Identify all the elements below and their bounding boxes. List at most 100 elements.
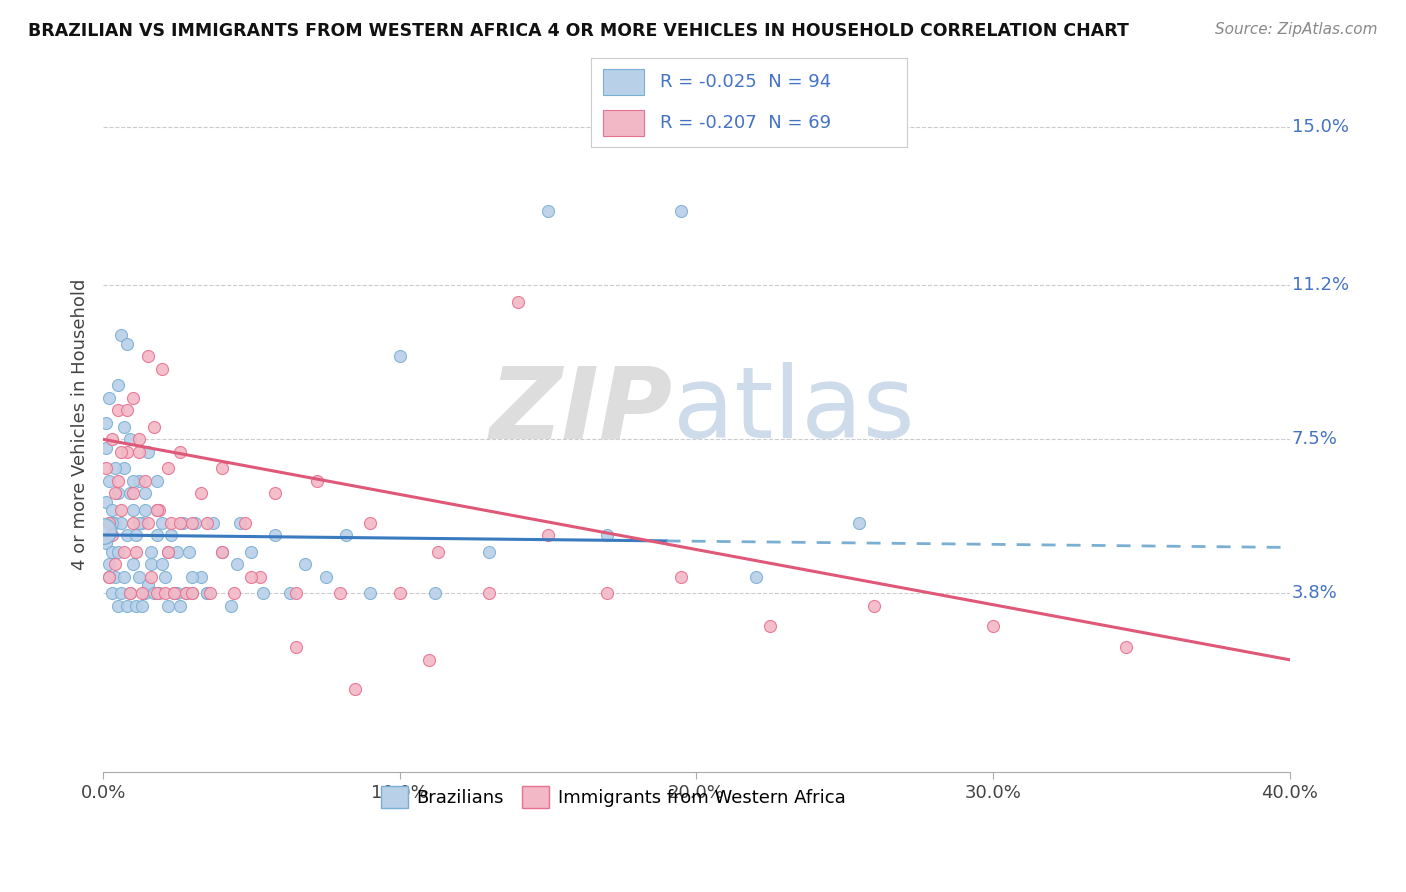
Point [160, 516, 183, 530]
Point [112, 420, 135, 434]
Point [211, 544, 233, 558]
Point [101, 528, 124, 542]
Point [228, 516, 250, 530]
Point [169, 444, 191, 458]
Point [172, 516, 194, 530]
Point [596, 528, 619, 542]
Point [94, 494, 117, 508]
Point [166, 544, 188, 558]
Point [104, 569, 127, 583]
Point [181, 586, 204, 600]
Point [181, 516, 204, 530]
Point [112, 461, 135, 475]
Point [1115, 640, 1137, 655]
Point [142, 420, 165, 434]
Point [139, 569, 162, 583]
Point [264, 486, 287, 500]
Point [848, 516, 870, 530]
Point [174, 586, 197, 600]
Point [478, 544, 501, 558]
Point [179, 544, 201, 558]
Point [121, 503, 143, 517]
Text: 11.2%: 11.2% [1292, 277, 1348, 294]
Point [235, 516, 257, 530]
Text: ZIP: ZIP [489, 362, 672, 459]
Point [596, 586, 619, 600]
Point [184, 516, 207, 530]
Point [128, 444, 150, 458]
Point [166, 586, 188, 600]
Point [671, 203, 693, 218]
Point [249, 569, 271, 583]
Point [537, 203, 560, 218]
Text: BRAZILIAN VS IMMIGRANTS FROM WESTERN AFRICA 4 OR MORE VEHICLES IN HOUSEHOLD CORR: BRAZILIAN VS IMMIGRANTS FROM WESTERN AFR… [28, 22, 1129, 40]
Point [152, 516, 174, 530]
Point [344, 681, 367, 696]
Point [98, 474, 121, 488]
Point [388, 349, 411, 363]
Point [163, 586, 186, 600]
Point [107, 544, 129, 558]
Point [101, 516, 124, 530]
Text: atlas: atlas [672, 362, 914, 459]
Point [294, 557, 316, 571]
Point [107, 403, 129, 417]
Point [94, 536, 117, 550]
Point [222, 586, 245, 600]
Point [139, 544, 162, 558]
Point [305, 474, 328, 488]
Point [359, 586, 381, 600]
Point [136, 516, 159, 530]
Text: R = -0.207  N = 69: R = -0.207 N = 69 [661, 114, 831, 132]
Point [134, 474, 156, 488]
Point [131, 516, 153, 530]
Point [107, 474, 129, 488]
Point [110, 503, 132, 517]
Point [744, 569, 766, 583]
Point [315, 569, 337, 583]
Point [284, 640, 307, 655]
Point [136, 349, 159, 363]
Point [169, 599, 191, 613]
Point [537, 528, 560, 542]
Legend: Brazilians, Immigrants from Western Africa: Brazilians, Immigrants from Western Afri… [373, 779, 853, 815]
Point [148, 503, 170, 517]
Bar [603, 69, 644, 95]
Bar [603, 110, 644, 136]
Point [91, 524, 114, 538]
Point [174, 586, 197, 600]
Point [101, 433, 124, 447]
Point [157, 544, 180, 558]
Point [104, 486, 127, 500]
Point [478, 586, 501, 600]
Point [155, 586, 177, 600]
Point [211, 544, 233, 558]
Point [145, 474, 167, 488]
Y-axis label: 4 or more Vehicles in Household: 4 or more Vehicles in Household [72, 279, 89, 571]
Point [195, 516, 218, 530]
Point [145, 528, 167, 542]
Point [136, 578, 159, 592]
Point [121, 474, 143, 488]
Point [335, 528, 357, 542]
Point [181, 586, 204, 600]
Point [121, 391, 143, 405]
Point [118, 586, 141, 600]
Point [118, 433, 141, 447]
Point [118, 586, 141, 600]
Point [425, 586, 447, 600]
Point [418, 653, 440, 667]
Point [104, 516, 127, 530]
Point [252, 586, 274, 600]
Point [157, 461, 180, 475]
Point [115, 336, 138, 351]
Point [98, 557, 121, 571]
Point [110, 444, 132, 458]
Point [152, 361, 174, 376]
Point [115, 528, 138, 542]
Point [101, 544, 124, 558]
Point [134, 586, 156, 600]
Point [94, 416, 117, 430]
Point [125, 528, 148, 542]
Point [98, 569, 121, 583]
